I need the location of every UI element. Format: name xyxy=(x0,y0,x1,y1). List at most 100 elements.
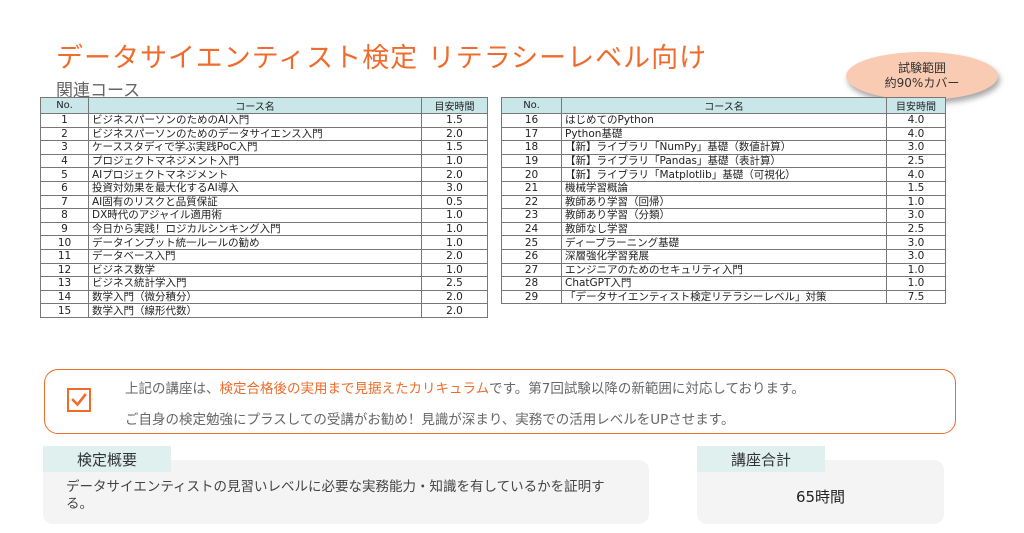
course-name: 深層強化学習発展 xyxy=(561,248,887,264)
table-row: 17 Python基礎 4.0 xyxy=(501,126,946,142)
course-hours: 2.5 xyxy=(886,221,946,237)
table-row: 21 機械学習概論 1.5 xyxy=(501,180,946,196)
table-row: 6 投資対効果を最大化するAI導入 3.0 xyxy=(40,180,488,196)
course-hours: 1.0 xyxy=(421,153,488,169)
course-hours: 2.0 xyxy=(421,167,488,182)
table-row: 3 ケーススタディで学ぶ実践PoC入門 1.5 xyxy=(40,140,488,155)
course-name: ビジネス統計学入門 xyxy=(88,276,422,291)
course-name: データベース入門 xyxy=(88,248,422,264)
course-no: 9 xyxy=(40,221,89,237)
course-no: 15 xyxy=(40,303,89,318)
course-hours: 1.0 xyxy=(421,262,488,278)
page-title: データサイエンティスト検定 リテラシーレベル向け xyxy=(56,43,708,74)
course-no: 29 xyxy=(501,289,562,305)
table-row: 13 ビジネス統計学入門 2.5 xyxy=(40,276,488,291)
course-no: 23 xyxy=(501,208,562,223)
table-row: 24 教師なし学習 2.5 xyxy=(501,221,946,237)
table-row: 18 【新】ライブラリ「NumPy」基礎（数値計算） 3.0 xyxy=(501,140,946,155)
course-hours: 1.0 xyxy=(421,235,488,250)
table-row: 7 AI固有のリスクと品質保証 0.5 xyxy=(40,194,488,210)
course-hours: 3.0 xyxy=(886,235,946,250)
table-row: 26 深層強化学習発展 3.0 xyxy=(501,248,946,264)
checkbox-icon xyxy=(67,388,91,412)
course-name: 【新】ライブラリ「Matplotlib」基礎（可視化） xyxy=(561,167,887,182)
course-no: 26 xyxy=(501,248,562,264)
table-row: 27 エンジニアのためのセキュリティ入門 1.0 xyxy=(501,262,946,278)
course-name: 数学入門（微分積分） xyxy=(88,289,422,305)
table-row: 11 データベース入門 2.0 xyxy=(40,248,488,264)
section-subtitle: 関連コース xyxy=(56,81,141,101)
course-table-right: No. コース名 目安時間 16 はじめてのPython 4.0 17 Python基礎… xyxy=(501,97,946,305)
coverage-badge: 試験範囲 約90%カバー xyxy=(846,52,998,100)
course-hours: 1.5 xyxy=(421,140,488,155)
table-row: 20 【新】ライブラリ「Matplotlib」基礎（可視化） 4.0 xyxy=(501,167,946,182)
course-name: AIプロジェクトマネジメント xyxy=(88,167,422,182)
table-row: 12 ビジネス数学 1.0 xyxy=(40,262,488,278)
course-name: 教師あり学習（回帰） xyxy=(561,194,887,210)
course-name: ビジネス数学 xyxy=(88,262,422,278)
notice-text-before: 上記の講座は、 xyxy=(125,381,220,397)
course-no: 10 xyxy=(40,235,89,250)
course-total-label: 講座合計 xyxy=(697,446,825,472)
course-hours: 3.0 xyxy=(886,208,946,223)
course-hours: 1.0 xyxy=(886,276,946,291)
curriculum-notice: 上記の講座は、検定合格後の実用まで見据えたカリキュラムです。第7回試験以降の新範… xyxy=(44,369,956,434)
table-row: 14 数学入門（微分積分） 2.0 xyxy=(40,289,488,305)
course-no: 19 xyxy=(501,153,562,169)
table-row: 2 ビジネスパーソンのためのデータサイエンス入門 2.0 xyxy=(40,126,488,142)
course-hours: 4.0 xyxy=(886,113,946,128)
header-course-name: コース名 xyxy=(561,97,887,114)
table-row: 8 DX時代のアジャイル適用術 1.0 xyxy=(40,208,488,223)
header-hours: 目安時間 xyxy=(886,97,946,114)
course-hours: 2.5 xyxy=(886,153,946,169)
course-no: 8 xyxy=(40,208,89,223)
course-no: 7 xyxy=(40,194,89,210)
course-hours: 4.0 xyxy=(886,126,946,142)
header-course-name: コース名 xyxy=(88,97,422,114)
course-no: 5 xyxy=(40,167,89,182)
course-hours: 0.5 xyxy=(421,194,488,210)
course-hours: 2.0 xyxy=(421,289,488,305)
course-no: 1 xyxy=(40,113,89,128)
course-name: 投資対効果を最大化するAI導入 xyxy=(88,180,422,196)
course-name: ディープラーニング基礎 xyxy=(561,235,887,250)
course-name: データインプット統一ルールの勧め xyxy=(88,235,422,250)
exam-summary-label: 検定概要 xyxy=(43,446,171,472)
exam-summary-text: データサイエンティストの見習いレベルに必要な実務能力・知識を有しているかを証明す… xyxy=(66,479,605,512)
notice-line-1: 上記の講座は、検定合格後の実用まで見据えたカリキュラムです。第7回試験以降の新範… xyxy=(125,377,805,397)
course-name: ビジネスパーソンのためのAI入門 xyxy=(88,113,422,128)
table-row: 1 ビジネスパーソンのためのAI入門 1.5 xyxy=(40,113,488,128)
course-no: 28 xyxy=(501,276,562,291)
course-no: 11 xyxy=(40,248,89,264)
course-name: ビジネスパーソンのためのデータサイエンス入門 xyxy=(88,126,422,142)
header-no: No. xyxy=(40,97,89,114)
course-hours: 1.5 xyxy=(886,180,946,196)
course-no: 18 xyxy=(501,140,562,155)
course-no: 6 xyxy=(40,180,89,196)
course-hours: 4.0 xyxy=(886,167,946,182)
course-hours: 3.0 xyxy=(421,180,488,196)
header-no: No. xyxy=(501,97,562,114)
notice-highlight: 検定合格後の実用まで見据えたカリキュラム xyxy=(219,381,490,397)
course-total-value: 65時間 xyxy=(795,488,846,506)
course-hours: 1.0 xyxy=(421,221,488,237)
course-name: Python基礎 xyxy=(561,126,887,142)
table-row: 25 ディープラーニング基礎 3.0 xyxy=(501,235,946,250)
course-hours: 3.0 xyxy=(886,140,946,155)
table-row: 28 ChatGPT入門 1.0 xyxy=(501,276,946,291)
course-no: 4 xyxy=(40,153,89,169)
course-no: 14 xyxy=(40,289,89,305)
table-row: 16 はじめてのPython 4.0 xyxy=(501,113,946,128)
course-name: 教師あり学習（分類） xyxy=(561,208,887,223)
table-row: 9 今日から実践！ロジカルシンキング入門 1.0 xyxy=(40,221,488,237)
coverage-badge-line2: 約90%カバー xyxy=(884,76,960,90)
course-hours: 2.5 xyxy=(421,276,488,291)
course-name: ChatGPT入門 xyxy=(561,276,887,291)
table-row: 10 データインプット統一ルールの勧め 1.0 xyxy=(40,235,488,250)
course-hours: 2.0 xyxy=(421,303,488,318)
table-row: 22 教師あり学習（回帰） 1.0 xyxy=(501,194,946,210)
course-no: 13 xyxy=(40,276,89,291)
course-name: 数学入門（線形代数） xyxy=(88,303,422,318)
course-name: DX時代のアジャイル適用術 xyxy=(88,208,422,223)
course-no: 20 xyxy=(501,167,562,182)
